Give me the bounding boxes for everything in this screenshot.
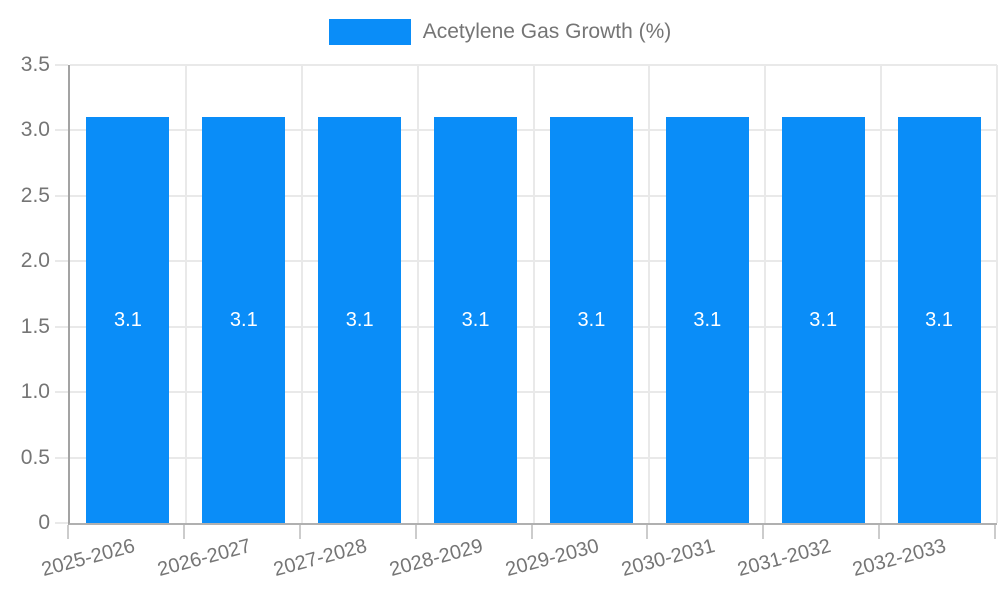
x-axis-tick (414, 525, 417, 539)
y-axis-label: 2.5 (20, 183, 50, 207)
bar-2027-2028: 3.1 (318, 117, 402, 523)
x-axis-label: 2032-2033 (850, 535, 949, 582)
y-axis-label: 0.5 (20, 445, 50, 469)
x-gridline (880, 65, 883, 523)
y-axis-label: 1.0 (20, 380, 50, 404)
bar-2025-2026: 3.1 (86, 117, 170, 523)
x-axis-tick (878, 525, 881, 539)
chart-legend: Acetylene Gas Growth (%) (0, 19, 1000, 45)
bar-2030-2031: 3.1 (665, 117, 749, 523)
bar-2031-2032: 3.1 (781, 117, 865, 523)
y-axis-tick (55, 194, 68, 197)
x-gridline (300, 65, 303, 523)
bar-2032-2033: 3.1 (897, 117, 981, 523)
bar-value-label: 3.1 (114, 308, 142, 331)
x-axis-tick (182, 525, 185, 539)
bar-value-label: 3.1 (229, 308, 258, 331)
legend-label: Acetylene Gas Growth (%) (422, 20, 672, 43)
bar-value-label: 3.1 (693, 308, 722, 331)
x-axis-label: 2030-2031 (618, 535, 718, 582)
x-axis-tick (646, 525, 649, 539)
y-axis-tick (55, 129, 68, 132)
y-axis-tick (55, 260, 68, 263)
plot-area: 3.1 3.1 3.1 3.1 3.1 3.1 3.1 3.1 (68, 64, 998, 525)
bar-value-label: 3.1 (345, 308, 374, 331)
bar-2028-2029: 3.1 (434, 117, 518, 523)
x-gridline (184, 65, 187, 523)
bar-value-label: 3.1 (461, 308, 490, 331)
y-axis-label: 3.5 (20, 53, 50, 76)
legend-swatch (328, 19, 411, 45)
y-axis-tick (55, 522, 68, 524)
y-axis-tick (55, 64, 68, 66)
x-axis-label: 2026-2027 (155, 535, 254, 582)
bar-value-label: 3.1 (809, 308, 838, 331)
x-axis-tick (994, 525, 996, 539)
x-axis-label: 2025-2026 (39, 535, 138, 582)
x-gridline (764, 65, 767, 523)
x-gridline (996, 65, 998, 523)
x-gridline (416, 65, 419, 523)
x-axis-label: 2029-2030 (503, 535, 602, 582)
y-axis-label: 2.0 (20, 249, 50, 273)
x-axis-label: 2027-2028 (271, 535, 370, 582)
x-axis-tick (762, 525, 765, 539)
x-axis-tick (67, 525, 69, 539)
x-axis-label: 2028-2029 (387, 535, 486, 582)
x-axis-tick (530, 525, 533, 539)
y-axis-tick (55, 325, 68, 328)
bar-value-label: 3.1 (577, 308, 606, 331)
x-gridline (532, 65, 535, 523)
bar-value-label: 3.1 (925, 308, 953, 331)
bar-2029-2030: 3.1 (549, 117, 633, 523)
y-axis-tick (55, 456, 68, 459)
bar-2026-2027: 3.1 (202, 117, 286, 523)
x-axis-tick (298, 525, 301, 539)
x-gridline (648, 65, 651, 523)
y-axis-label: 0 (38, 511, 50, 534)
y-axis-tick (55, 391, 68, 394)
y-axis-label: 3.0 (20, 118, 50, 142)
x-axis-label: 2031-2032 (734, 535, 833, 582)
y-axis-label: 1.5 (20, 314, 50, 338)
